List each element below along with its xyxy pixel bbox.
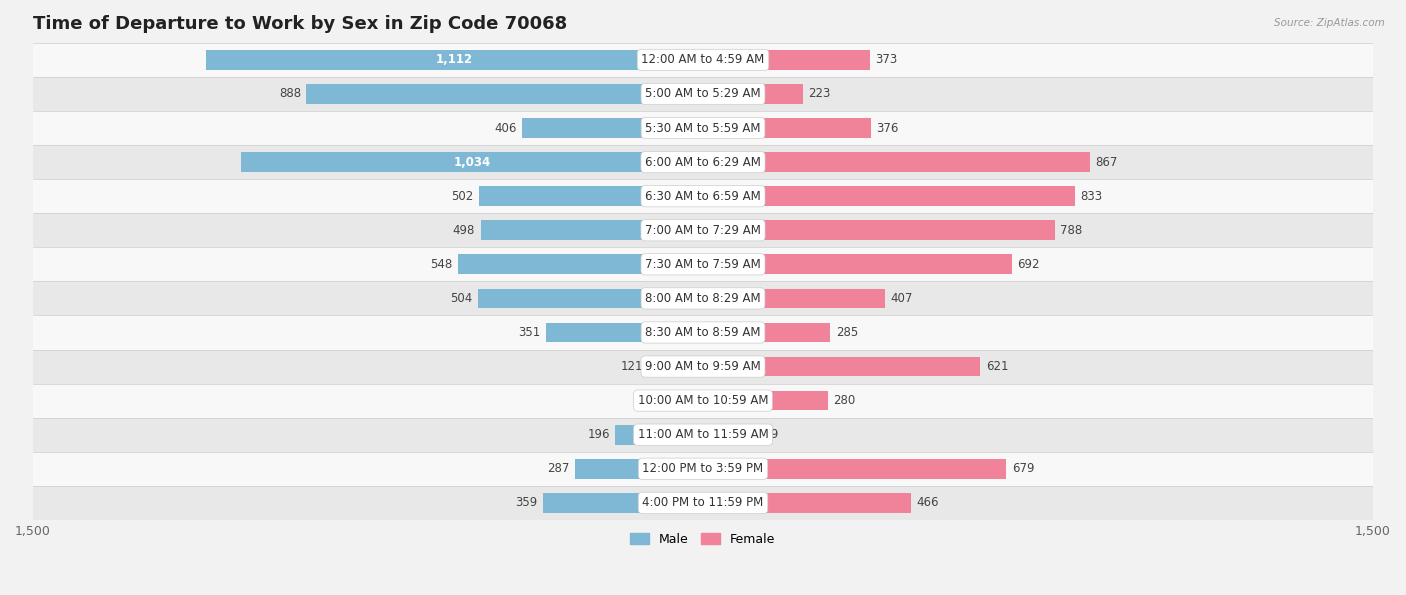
Bar (546, 322, 703, 342)
Bar (32, 315, 1374, 349)
Text: 888: 888 (278, 87, 301, 101)
Bar (703, 391, 828, 411)
Text: 466: 466 (917, 496, 939, 509)
Text: 10:00 AM to 10:59 AM: 10:00 AM to 10:59 AM (638, 394, 768, 407)
Bar (703, 84, 803, 104)
Text: 1,112: 1,112 (436, 54, 474, 67)
Text: 8:00 AM to 8:29 AM: 8:00 AM to 8:29 AM (645, 292, 761, 305)
Text: 376: 376 (876, 121, 898, 134)
Bar (32, 452, 1374, 486)
Text: 867: 867 (1095, 156, 1118, 168)
Text: 407: 407 (890, 292, 912, 305)
Bar (32, 179, 1374, 213)
Text: 121: 121 (621, 360, 644, 373)
Bar (32, 248, 1374, 281)
Text: Source: ZipAtlas.com: Source: ZipAtlas.com (1274, 18, 1385, 28)
Bar (481, 220, 703, 240)
Bar (522, 118, 703, 138)
Bar (207, 50, 703, 70)
Text: 351: 351 (519, 326, 541, 339)
Text: Time of Departure to Work by Sex in Zip Code 70068: Time of Departure to Work by Sex in Zip … (32, 15, 567, 33)
Bar (703, 493, 911, 513)
Bar (458, 255, 703, 274)
Bar (32, 111, 1374, 145)
Bar (703, 322, 831, 342)
Bar (32, 145, 1374, 179)
Bar (240, 152, 703, 172)
Text: 109: 109 (756, 428, 779, 441)
Bar (703, 425, 752, 444)
Bar (575, 459, 703, 478)
Bar (32, 281, 1374, 315)
Text: 11:00 AM to 11:59 AM: 11:00 AM to 11:59 AM (638, 428, 768, 441)
Text: 287: 287 (547, 462, 569, 475)
Text: 280: 280 (834, 394, 856, 407)
Text: 7:30 AM to 7:59 AM: 7:30 AM to 7:59 AM (645, 258, 761, 271)
Bar (703, 186, 1076, 206)
Text: 12:00 PM to 3:59 PM: 12:00 PM to 3:59 PM (643, 462, 763, 475)
Text: 621: 621 (986, 360, 1008, 373)
Bar (703, 459, 1007, 478)
Bar (703, 356, 980, 377)
Text: 504: 504 (450, 292, 472, 305)
Text: 196: 196 (588, 428, 610, 441)
Bar (479, 186, 703, 206)
Bar (703, 50, 870, 70)
Text: 373: 373 (875, 54, 897, 67)
Text: 359: 359 (515, 496, 537, 509)
Text: 788: 788 (1060, 224, 1083, 237)
Bar (32, 486, 1374, 520)
Bar (650, 356, 703, 377)
Bar (616, 425, 703, 444)
Text: 64: 64 (654, 394, 669, 407)
Bar (703, 152, 1090, 172)
Bar (307, 84, 703, 104)
Bar (543, 493, 703, 513)
Text: 6:30 AM to 6:59 AM: 6:30 AM to 6:59 AM (645, 190, 761, 203)
Bar (675, 391, 703, 411)
Text: 6:00 AM to 6:29 AM: 6:00 AM to 6:29 AM (645, 156, 761, 168)
Bar (703, 255, 1012, 274)
Bar (32, 384, 1374, 418)
Legend: Male, Female: Male, Female (624, 526, 782, 552)
Text: 498: 498 (453, 224, 475, 237)
Text: 1,034: 1,034 (453, 156, 491, 168)
Text: 502: 502 (451, 190, 474, 203)
Text: 5:30 AM to 5:59 AM: 5:30 AM to 5:59 AM (645, 121, 761, 134)
Bar (703, 220, 1054, 240)
Text: 9:00 AM to 9:59 AM: 9:00 AM to 9:59 AM (645, 360, 761, 373)
Text: 833: 833 (1080, 190, 1102, 203)
Text: 12:00 AM to 4:59 AM: 12:00 AM to 4:59 AM (641, 54, 765, 67)
Text: 406: 406 (494, 121, 516, 134)
Bar (32, 213, 1374, 248)
Text: 548: 548 (430, 258, 453, 271)
Bar (703, 289, 884, 308)
Text: 285: 285 (835, 326, 858, 339)
Bar (32, 349, 1374, 384)
Bar (32, 77, 1374, 111)
Text: 5:00 AM to 5:29 AM: 5:00 AM to 5:29 AM (645, 87, 761, 101)
Bar (703, 118, 870, 138)
Text: 4:00 PM to 11:59 PM: 4:00 PM to 11:59 PM (643, 496, 763, 509)
Bar (32, 418, 1374, 452)
Text: 223: 223 (808, 87, 831, 101)
Text: 679: 679 (1012, 462, 1035, 475)
Text: 692: 692 (1018, 258, 1040, 271)
Bar (478, 289, 703, 308)
Bar (32, 43, 1374, 77)
Text: 7:00 AM to 7:29 AM: 7:00 AM to 7:29 AM (645, 224, 761, 237)
Text: 8:30 AM to 8:59 AM: 8:30 AM to 8:59 AM (645, 326, 761, 339)
